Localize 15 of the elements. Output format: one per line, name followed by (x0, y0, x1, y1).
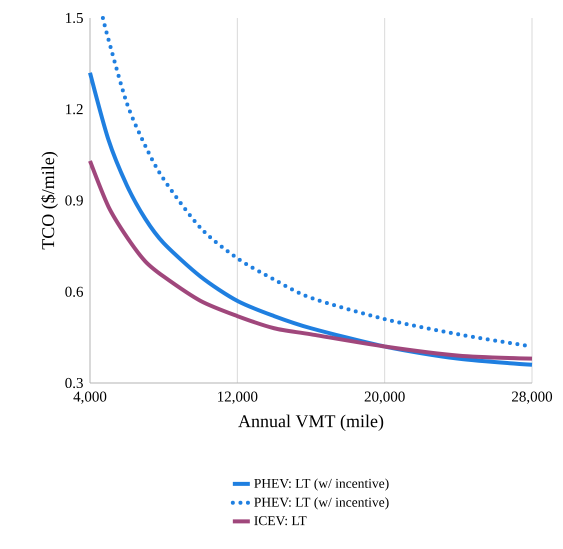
line-series (88, 158, 534, 361)
y-tick-label: 0.3 (65, 378, 83, 388)
x-axis-title: Annual VMT (mile) (238, 414, 384, 431)
x-tick-label: 20,000 (364, 392, 405, 404)
y-tick-label: 0.9 (65, 195, 83, 206)
y-axis-title: TCO ($/mile) (41, 152, 58, 250)
x-tick-label: 12,000 (218, 392, 258, 404)
y-tick-label: 0.6 (65, 286, 84, 297)
x-tick-label: 4,000 (73, 392, 106, 404)
y-tick-label: 1.5 (66, 12, 83, 24)
y-tick-label: 1.2 (66, 104, 83, 114)
legend-label: ICEV: LT (254, 516, 306, 526)
x-tick-label: 28,000 (512, 392, 552, 404)
legend-label: PHEV: LT (w/ incentive) (254, 497, 389, 510)
legend-label: PHEV: LT (w/ incentive) (254, 478, 389, 491)
